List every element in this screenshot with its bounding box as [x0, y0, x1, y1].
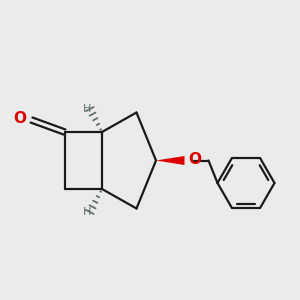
Text: O: O	[13, 111, 26, 126]
Polygon shape	[156, 156, 184, 165]
Text: H: H	[83, 207, 91, 217]
Text: O: O	[188, 152, 201, 167]
Text: H: H	[83, 104, 91, 114]
